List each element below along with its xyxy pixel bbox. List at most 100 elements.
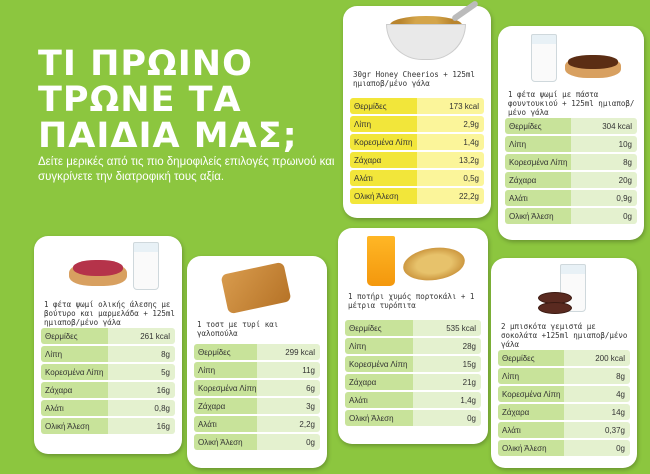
toast-sandwich-icon	[194, 256, 320, 318]
row-value: 11g	[257, 362, 320, 378]
cookies-milk-icon	[498, 258, 630, 320]
table-row: Λίπη 28g	[345, 338, 481, 354]
row-label: Αλάτι	[350, 170, 417, 186]
row-value: 0,8g	[108, 400, 175, 416]
card-caption: 1 φέτα ψωμί ολικής άλεσης με βούτυρο και…	[44, 300, 175, 327]
row-value: 1,4g	[413, 392, 481, 408]
row-label: Ζάχαρα	[41, 382, 108, 398]
table-row: Λίπη 11g	[194, 362, 320, 378]
row-label: Κορεσμένα Λίπη	[194, 380, 257, 396]
nutrition-table: Θερμίδες 173 kcal Λίπη 2,9g Κορεσμένα Λίπη…	[350, 98, 484, 204]
row-value: 0g	[413, 410, 481, 426]
row-label: Λίπη	[498, 368, 564, 384]
row-label: Ζάχαρα	[345, 374, 413, 390]
nutrition-table: Θερμίδες 304 kcal Λίπη 10g Κορεσμένα Λίπη 8…	[505, 118, 637, 224]
row-value: 0,9g	[571, 190, 637, 206]
card-toast: 1 τοστ με τυρί και γαλοπούλα Θερμίδες 299…	[187, 256, 327, 468]
card-oj-pie: 1 ποτήρι χυμός πορτοκάλι + 1 μέτρια τυρό…	[338, 228, 488, 444]
card-caption: 2 μπισκότα γεμιστά με σοκολάτα +125ml ημ…	[501, 322, 628, 349]
row-label: Λίπη	[41, 346, 108, 362]
title-line: ΤΡΩΝΕ ΤΑ	[38, 80, 242, 120]
row-label: Θερμίδες	[41, 328, 108, 344]
table-row: Κορεσμένα Λίπη 6g	[194, 380, 320, 396]
table-row: Θερμίδες 200 kcal	[498, 350, 630, 366]
row-value: 21g	[413, 374, 481, 390]
row-value: 0g	[257, 434, 320, 450]
row-label: Αλάτι	[194, 416, 257, 432]
bread-jam-icon	[41, 236, 175, 298]
row-label: Κορεσμένα Λίπη	[41, 364, 108, 380]
row-label: Ολική Άλεση	[345, 410, 413, 426]
row-value: 5g	[108, 364, 175, 380]
table-row: Κορεσμένα Λίπη 15g	[345, 356, 481, 372]
row-value: 8g	[571, 154, 637, 170]
row-value: 10g	[571, 136, 637, 152]
table-row: Ολική Άλεση 0g	[505, 208, 637, 224]
table-row: Κορεσμένα Λίπη 8g	[505, 154, 637, 170]
table-row: Κορεσμένα Λίπη 5g	[41, 364, 175, 380]
row-label: Αλάτι	[345, 392, 413, 408]
table-row: Ολική Άλεση 22,2g	[350, 188, 484, 204]
table-row: Λίπη 10g	[505, 136, 637, 152]
bread-chocolate-icon	[505, 26, 637, 88]
table-row: Αλάτι 0,9g	[505, 190, 637, 206]
table-row: Ολική Άλεση 0g	[194, 434, 320, 450]
row-label: Ζάχαρα	[498, 404, 564, 420]
row-label: Θερμίδες	[505, 118, 571, 134]
row-value: 2,9g	[417, 116, 484, 132]
table-row: Κορεσμένα Λίπη 4g	[498, 386, 630, 402]
row-label: Κορεσμένα Λίπη	[505, 154, 571, 170]
table-row: Κορεσμένα Λίπη 1,4g	[350, 134, 484, 150]
row-value: 3g	[257, 398, 320, 414]
row-label: Αλάτι	[505, 190, 571, 206]
row-value: 0g	[571, 208, 637, 224]
table-row: Λίπη 8g	[41, 346, 175, 362]
row-label: Θερμίδες	[345, 320, 413, 336]
table-row: Αλάτι 0,5g	[350, 170, 484, 186]
cereal-bowl-icon	[350, 0, 484, 68]
row-label: Αλάτι	[41, 400, 108, 416]
row-label: Θερμίδες	[498, 350, 564, 366]
card-caption: 1 τοστ με τυρί και γαλοπούλα	[197, 320, 279, 338]
row-value: 6g	[257, 380, 320, 396]
table-row: Ζάχαρα 16g	[41, 382, 175, 398]
row-value: 8g	[564, 368, 630, 384]
card-cookies: 2 μπισκότα γεμιστά με σοκολάτα +125ml ημ…	[491, 258, 637, 468]
row-label: Κορεσμένα Λίπη	[345, 356, 413, 372]
row-value: 15g	[413, 356, 481, 372]
row-value: 20g	[571, 172, 637, 188]
row-label: Λίπη	[350, 116, 417, 132]
card-nutella: 1 φέτα ψωμί με πάστα φουντουκιού + 125ml…	[498, 26, 644, 240]
subtitle: Δείτε μερικές από τις πιο δημοφιλείς επι…	[38, 156, 335, 183]
row-label: Ολική Άλεση	[498, 440, 564, 456]
row-label: Ολική Άλεση	[505, 208, 571, 224]
row-label: Ζάχαρα	[505, 172, 571, 188]
juice-pie-icon	[345, 228, 481, 290]
nutrition-table: Θερμίδες 261 kcal Λίπη 8g Κορεσμένα Λίπη 5g…	[41, 328, 175, 434]
table-row: Ζάχαρα 14g	[498, 404, 630, 420]
table-row: Αλάτι 2,2g	[194, 416, 320, 432]
table-row: Λίπη 2,9g	[350, 116, 484, 132]
row-value: 0,5g	[417, 170, 484, 186]
page-title: ΤΙ ΠΡΩΙΝΟ ΤΡΩΝΕ ΤΑ ΠΑΙΔΙΑ ΜΑΣ;	[38, 46, 298, 154]
table-row: Αλάτι 0,8g	[41, 400, 175, 416]
card-caption: 1 φέτα ψωμί με πάστα φουντουκιού + 125ml…	[508, 90, 635, 117]
nutrition-table: Θερμίδες 200 kcal Λίπη 8g Κορεσμένα Λίπη 4g…	[498, 350, 630, 456]
table-row: Λίπη 8g	[498, 368, 630, 384]
nutrition-table: Θερμίδες 299 kcal Λίπη 11g Κορεσμένα Λίπη 6…	[194, 344, 320, 450]
card-caption: 1 ποτήρι χυμός πορτοκάλι + 1 μέτρια τυρό…	[348, 292, 475, 310]
row-value: 22,2g	[417, 188, 484, 204]
table-row: Θερμίδες 299 kcal	[194, 344, 320, 360]
row-label: Λίπη	[505, 136, 571, 152]
table-row: Θερμίδες 304 kcal	[505, 118, 637, 134]
row-value: 1,4g	[417, 134, 484, 150]
table-row: Αλάτι 1,4g	[345, 392, 481, 408]
title-line: ΤΙ ΠΡΩΙΝΟ	[38, 44, 253, 84]
table-row: Ολική Άλεση 0g	[498, 440, 630, 456]
row-value: 13,2g	[417, 152, 484, 168]
row-value: 2,2g	[257, 416, 320, 432]
row-label: Ολική Άλεση	[41, 418, 108, 434]
table-row: Θερμίδες 173 kcal	[350, 98, 484, 114]
row-label: Λίπη	[194, 362, 257, 378]
table-row: Θερμίδες 535 kcal	[345, 320, 481, 336]
